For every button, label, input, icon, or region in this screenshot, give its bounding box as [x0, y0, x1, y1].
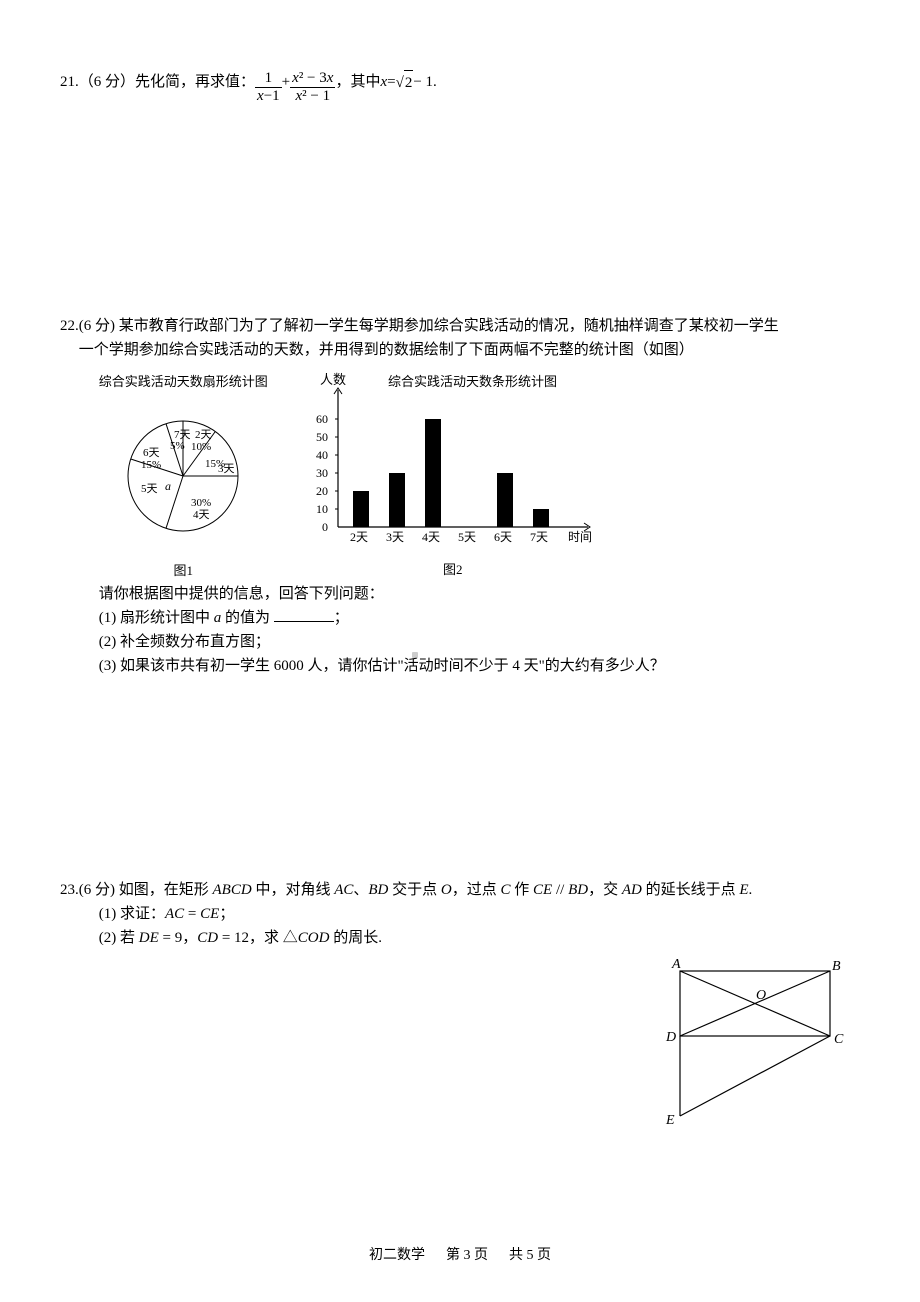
pie-pct-2: 10% — [191, 441, 211, 453]
pie-label-2: 2天 — [195, 429, 212, 441]
q22-sub3: (3) 如果该市共有初一学生 6000 人，请你估计"活动时间不少于 4 天"的… — [99, 654, 870, 678]
pie-pct-7: 5% — [170, 440, 185, 452]
footer-subject: 初二数学 — [369, 1248, 425, 1263]
q21-points: （6 分） — [79, 70, 135, 94]
problem-21: 21. （6 分） 先化简，再求值： 1 x−1 + x² − 3x x² − … — [60, 70, 870, 104]
q23-number: 23. — [60, 878, 79, 902]
bar-bars — [353, 419, 549, 527]
pie-label-4: 4天 — [193, 509, 210, 521]
q21-frac2: x² − 3x x² − 1 — [290, 70, 335, 104]
q21-eq: = — [387, 70, 395, 94]
footer-total: 共 5 页 — [509, 1248, 551, 1263]
svg-text:D: D — [665, 1030, 676, 1045]
pie-pct-4: 30% — [191, 497, 211, 509]
svg-text:时间: 时间 — [568, 530, 592, 544]
q22-sub2: (2) 补全频数分布直方图； — [99, 630, 870, 654]
svg-text:0: 0 — [322, 520, 328, 534]
q22-charts: 综合实践活动天数扇形统计图 — [99, 372, 870, 582]
pie-title: 综合实践活动天数扇形统计图 — [99, 372, 268, 393]
svg-text:7天: 7天 — [530, 530, 548, 544]
svg-text:30: 30 — [316, 466, 328, 480]
q21-x: x — [380, 70, 387, 94]
q23-points: (6 分) — [79, 882, 119, 898]
svg-text:B: B — [832, 959, 841, 974]
pie-chart-svg: 7天 5% 2天 10% 6天 15% 3天 15% 5天 a 30% — [103, 393, 263, 553]
page-footer: 初二数学 第 3 页 共 5 页 — [0, 1245, 920, 1267]
bar-xlabels: 2天 3天 4天 5天 6天 7天 时间 — [350, 530, 592, 544]
blank-fill — [274, 606, 334, 622]
svg-text:10: 10 — [316, 502, 328, 516]
pie-chart-container: 综合实践活动天数扇形统计图 — [99, 372, 268, 582]
q22-points: (6 分) — [79, 318, 119, 334]
q23-sub2: (2) 若 DE = 9，CD = 12，求 △COD 的周长. — [99, 926, 870, 950]
pie-label-5: 5天 — [141, 483, 158, 495]
q23-diagram: A B D C E O — [660, 956, 850, 1144]
svg-text:2天: 2天 — [350, 530, 368, 544]
watermark-dot — [412, 652, 418, 658]
q21-minus1: − 1. — [413, 70, 436, 94]
svg-text:O: O — [756, 988, 766, 1003]
svg-text:20: 20 — [316, 484, 328, 498]
q23-svg: A B D C E O — [660, 956, 850, 1136]
q21-frac1: 1 x−1 — [255, 70, 282, 104]
svg-text:3天: 3天 — [386, 530, 404, 544]
pie-label-6: 6天 — [143, 447, 160, 459]
q22-sub1: (1) 扇形统计图中 a 的值为 ； — [99, 606, 870, 630]
footer-page: 第 3 页 — [446, 1248, 488, 1263]
svg-text:C: C — [834, 1032, 844, 1047]
q22-prompt: 请你根据图中提供的信息，回答下列问题： — [99, 582, 870, 606]
q21-mid: ，其中 — [335, 70, 380, 94]
q21-sqrt: 2 — [396, 70, 414, 95]
q21-plus: + — [282, 70, 290, 94]
pie-pct-3: 15% — [205, 458, 225, 470]
svg-text:50: 50 — [316, 430, 328, 444]
q22-text1: 某市教育行政部门为了了解初一学生每学期参加综合实践活动的情况，随机抽样调查了某校… — [119, 318, 779, 334]
svg-text:60: 60 — [316, 412, 328, 426]
q22-number: 22. — [60, 314, 79, 338]
frac2-num: x² − 3x — [290, 70, 335, 88]
bar-chart-container: 人数 综合实践活动天数条形统计图 0 10 — [298, 372, 608, 582]
svg-text:4天: 4天 — [422, 530, 440, 544]
bar-chart-svg: 人数 综合实践活动天数条形统计图 0 10 — [298, 372, 608, 552]
bar-ylabel: 人数 — [320, 372, 346, 387]
pie-pct-6: 15% — [141, 459, 161, 471]
svg-text:6天: 6天 — [494, 530, 512, 544]
svg-text:A: A — [671, 957, 681, 972]
svg-text:E: E — [665, 1113, 675, 1128]
bar-yticks: 0 10 20 30 40 50 60 — [316, 412, 338, 534]
svg-text:40: 40 — [316, 448, 328, 462]
problem-22: 22. (6 分) 某市教育行政部门为了了解初一学生每学期参加综合实践活动的情况… — [60, 314, 870, 678]
pie-a: a — [165, 479, 171, 493]
svg-text:5天: 5天 — [458, 530, 476, 544]
frac1-num: 1 — [255, 70, 282, 88]
bar-title: 综合实践活动天数条形统计图 — [388, 374, 557, 389]
q21-lead: 先化简，再求值： — [135, 70, 255, 94]
frac2-den: x² − 1 — [290, 88, 335, 105]
pie-caption: 图1 — [99, 561, 268, 582]
q23-sub1: (1) 求证：AC = CE； — [99, 902, 870, 926]
frac1-den: x−1 — [255, 88, 282, 105]
q21-number: 21. — [60, 70, 79, 94]
problem-23: 23. (6 分) 如图，在矩形 ABCD 中，对角线 AC、BD 交于点 O，… — [60, 878, 870, 1144]
bar-caption: 图2 — [298, 560, 608, 581]
q22-text2: 一个学期参加综合实践活动的天数，并用得到的数据绘制了下面两幅不完整的统计图（如图… — [79, 338, 870, 362]
